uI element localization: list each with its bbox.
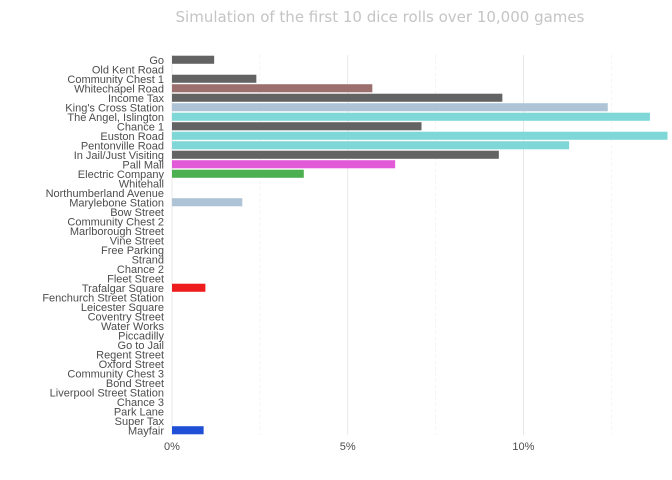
category-label-0: Go <box>149 55 164 67</box>
category-label-36: Chance 3 <box>117 397 164 409</box>
category-label-26: Leicester Square <box>81 302 164 314</box>
category-label-30: Go to Jail <box>118 340 164 352</box>
category-label-24: Trafalgar Square <box>82 283 164 295</box>
category-label-29: Piccadilly <box>118 330 164 342</box>
category-label-9: Pentonville Road <box>81 140 164 152</box>
bar-10 <box>172 150 499 159</box>
bar-9 <box>172 141 570 150</box>
bar-15 <box>172 198 243 207</box>
bar-7 <box>172 122 422 131</box>
category-label-10: In Jail/Just Visiting <box>74 150 164 162</box>
category-label-25: Fenchurch Street Station <box>42 292 164 304</box>
x-tick-label-2: 10% <box>512 441 534 453</box>
bar-3 <box>172 84 373 93</box>
category-label-27: Coventry Street <box>88 311 164 323</box>
bar-0 <box>172 55 215 64</box>
bar-4 <box>172 93 503 102</box>
category-label-34: Bond Street <box>106 378 164 390</box>
x-tick-label-0: 0% <box>164 441 180 453</box>
category-label-38: Super Tax <box>115 416 165 428</box>
category-label-15: Marylebone Station <box>69 197 164 209</box>
bar-8 <box>172 131 668 140</box>
category-label-2: Community Chest 1 <box>67 74 164 86</box>
category-label-35: Liverpool Street Station <box>50 387 164 399</box>
bar-39 <box>172 426 204 435</box>
category-label-16: Bow Street <box>110 207 164 219</box>
category-label-31: Regent Street <box>96 349 164 361</box>
category-label-6: The Angel, Islington <box>67 112 164 124</box>
bar-12 <box>172 169 304 178</box>
category-label-12: Electric Company <box>78 169 165 181</box>
category-label-22: Chance 2 <box>117 264 164 276</box>
category-label-1: Old Kent Road <box>92 64 164 76</box>
category-label-23: Fleet Street <box>107 273 164 285</box>
bar-layer <box>172 55 668 435</box>
category-label-17: Community Chest 2 <box>67 216 164 228</box>
category-label-19: Vine Street <box>110 235 164 247</box>
bar-24 <box>172 283 206 292</box>
category-label-13: Whitehall <box>119 178 164 190</box>
category-label-11: Pall Mall <box>122 159 164 171</box>
category-label-20: Free Parking <box>101 245 164 257</box>
chart-title: Simulation of the first 10 dice rolls ov… <box>175 8 585 26</box>
category-label-33: Community Chest 3 <box>67 368 164 380</box>
category-label-18: Marlborough Street <box>70 226 164 238</box>
category-label-39: Mayfair <box>128 425 164 437</box>
category-label-28: Water Works <box>101 321 164 333</box>
category-label-5: King's Cross Station <box>65 102 164 114</box>
x-axis-ticks: 0% 5% 10% <box>164 441 535 453</box>
grid-layer <box>171 55 612 435</box>
x-tick-label-1: 5% <box>340 441 356 453</box>
category-label-4: Income Tax <box>108 93 165 105</box>
category-label-37: Park Lane <box>114 406 164 418</box>
bar-11 <box>172 160 396 169</box>
category-label-3: Whitechapel Road <box>74 83 164 95</box>
category-label-32: Oxford Street <box>99 359 164 371</box>
bar-6 <box>172 112 650 121</box>
category-label-14: Northumberland Avenue <box>46 188 164 200</box>
category-label-7: Chance 1 <box>117 121 164 133</box>
bar-5 <box>172 103 608 112</box>
bar-2 <box>172 74 257 83</box>
category-label-21: Strand <box>132 254 164 266</box>
category-label-8: Euston Road <box>100 131 164 143</box>
